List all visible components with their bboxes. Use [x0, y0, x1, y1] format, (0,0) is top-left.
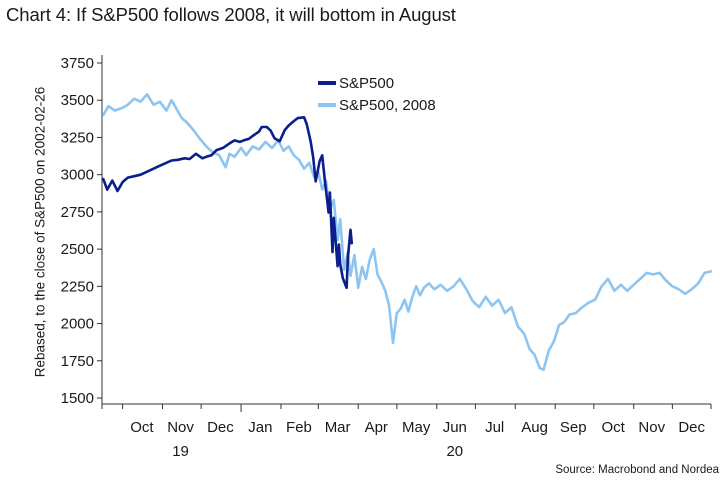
x-month-label: May [402, 419, 431, 436]
source-note: Source: Macrobond and Nordea [555, 464, 719, 476]
y-tick-label: 1750 [61, 353, 94, 370]
x-month-label: Feb [286, 419, 312, 436]
x-month-label: Sep [560, 419, 587, 436]
legend-label: S&P500 [339, 75, 394, 92]
y-tick-label: 2500 [61, 241, 94, 258]
legend-label: S&P500, 2008 [339, 97, 436, 114]
y-axis-ticks: 1500 1750 2000 2250 2500 2750 3000 3250 3500 3750 [61, 55, 102, 407]
x-month-label: Oct [601, 419, 625, 436]
x-month-label: Jul [485, 419, 504, 436]
x-year-label: 20 [446, 443, 463, 460]
x-month-label: Oct [130, 419, 154, 436]
x-month-label: Aug [521, 419, 548, 436]
y-tick-label: 3750 [61, 55, 94, 72]
chart-title: Chart 4: If S&P500 follows 2008, it will… [6, 4, 456, 25]
x-month-label: Dec [678, 419, 705, 436]
series-line-sp500-2008 [102, 93, 713, 372]
x-month-label: Jun [443, 419, 467, 436]
x-month-label: Jan [248, 419, 272, 436]
x-month-label: Mar [325, 419, 351, 436]
x-month-label: Nov [167, 419, 194, 436]
y-tick-label: 1500 [61, 390, 94, 407]
x-month-label: Apr [365, 419, 388, 436]
x-month-label: Dec [207, 419, 234, 436]
x-axis-ticks: Oct Nov Dec Jan Feb Mar Apr May Jun Jul Aug Sep Oct N… [101, 404, 712, 460]
y-tick-label: 3000 [61, 167, 94, 184]
series-layer [102, 93, 713, 372]
x-year-label: 19 [172, 443, 189, 460]
series-line-sp500 [102, 116, 354, 290]
axes [101, 55, 711, 405]
x-month-label: Nov [638, 419, 665, 436]
y-tick-label: 3250 [61, 129, 94, 146]
y-tick-label: 2250 [61, 278, 94, 295]
y-tick-label: 3500 [61, 92, 94, 109]
y-tick-label: 2750 [61, 204, 94, 221]
y-tick-label: 2000 [61, 316, 94, 333]
legend: S&P500 S&P500, 2008 [318, 75, 436, 114]
